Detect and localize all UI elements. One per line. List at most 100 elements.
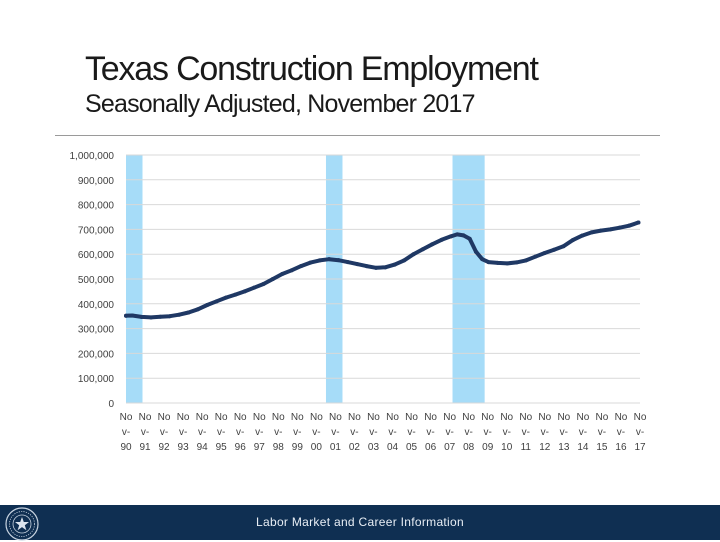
y-tick-label: 800,000 (78, 201, 115, 212)
data-point (461, 233, 466, 238)
data-point (261, 281, 266, 286)
data-point (580, 233, 585, 238)
data-point (177, 312, 182, 317)
data-point (473, 249, 478, 254)
data-point (345, 260, 350, 265)
series-layer (124, 220, 641, 320)
data-point (233, 292, 238, 297)
data-point (455, 232, 460, 237)
data-point (148, 315, 153, 320)
data-point (392, 262, 397, 267)
x-tick-label: No v-05 (405, 412, 418, 453)
data-point (608, 227, 613, 232)
x-tick-label: No v-09 (481, 412, 494, 453)
x-tick-label: No v-96 (234, 412, 247, 453)
data-point (252, 285, 257, 290)
data-point (514, 260, 519, 265)
data-point (214, 299, 219, 304)
y-axis: 0 100,000 200,000 300,000 400,000 500,000 600,… (70, 151, 115, 410)
x-tick-label: No v-06 (424, 412, 437, 453)
footer-text: Labor Market and Career Information (256, 515, 464, 529)
gridlines (126, 154, 640, 404)
x-tick-label: No v-90 (120, 412, 133, 453)
data-point (533, 254, 538, 259)
series-line (124, 220, 641, 320)
chart-subtitle: Seasonally Adjusted, November 2017 (85, 90, 476, 118)
x-tick-label: No v-15 (596, 412, 609, 453)
data-point (561, 244, 566, 249)
y-tick-label: 100,000 (78, 374, 115, 385)
data-point (308, 260, 313, 265)
data-point (430, 242, 435, 247)
chart-title: Texas Construction Employment (85, 50, 539, 88)
y-tick-label: 500,000 (78, 275, 115, 286)
x-tick-label: No v-01 (329, 412, 342, 453)
y-tick-label: 900,000 (78, 176, 115, 187)
data-point (270, 277, 275, 281)
x-axis: No v-90 No v-91 No v-92 No v-93 No v-94 No v-95 No v-… (120, 412, 647, 453)
data-point (411, 252, 416, 257)
footer-bar: Labor Market and Career Information (0, 505, 720, 541)
x-tick-label: No v-98 (272, 412, 285, 453)
title-divider (55, 135, 660, 136)
data-point (420, 247, 425, 252)
data-point (505, 261, 510, 266)
x-tick-label: No v-14 (576, 412, 589, 453)
data-point (139, 314, 144, 319)
data-point (523, 258, 528, 263)
x-tick-label: No v-12 (538, 412, 551, 453)
data-point (589, 230, 594, 235)
data-point (158, 314, 163, 319)
data-point (439, 237, 444, 242)
x-tick-label: No v-03 (367, 412, 380, 453)
x-tick-label: No v-08 (462, 412, 475, 453)
data-point (317, 258, 322, 263)
y-tick-label: 600,000 (78, 250, 115, 261)
data-point (327, 257, 332, 262)
x-tick-label: No v-04 (386, 412, 399, 453)
x-tick-label: No v-00 (310, 412, 323, 453)
data-point (402, 258, 407, 263)
x-tick-label: No v-92 (158, 412, 171, 453)
data-point (480, 257, 485, 262)
line-chart: 0 100,000 200,000 300,000 400,000 500,000 600,… (70, 151, 647, 453)
x-tick-label: No v-94 (196, 412, 209, 453)
x-tick-label: No v-97 (253, 412, 266, 453)
x-tick-label: No v-02 (348, 412, 361, 453)
data-point (280, 272, 285, 277)
y-tick-label: 400,000 (78, 300, 115, 311)
data-point (467, 236, 472, 241)
data-point (130, 313, 135, 318)
y-tick-label: 700,000 (78, 225, 115, 236)
data-point (124, 313, 128, 318)
data-point (205, 303, 210, 308)
data-point (223, 295, 228, 300)
x-tick-label: No v-99 (291, 412, 304, 453)
data-point (242, 289, 247, 294)
data-point (364, 264, 369, 269)
data-point (289, 268, 294, 273)
x-tick-label: No v-13 (557, 412, 570, 453)
y-tick-label: 300,000 (78, 325, 115, 336)
data-point (448, 234, 453, 239)
data-point (617, 225, 622, 230)
data-point (298, 264, 303, 269)
data-point (355, 262, 360, 267)
x-tick-label: No v-17 (634, 412, 647, 453)
data-point (495, 260, 500, 265)
data-point (195, 307, 200, 312)
x-tick-label: No v-93 (177, 412, 190, 453)
y-tick-label: 200,000 (78, 349, 115, 360)
data-point (542, 250, 547, 255)
data-point (167, 314, 172, 319)
data-point (336, 258, 341, 263)
x-tick-label: No v-10 (500, 412, 513, 453)
x-tick-label: No v-91 (139, 412, 152, 453)
x-tick-label: No v-95 (215, 412, 228, 453)
data-point (627, 223, 632, 228)
data-point (570, 238, 575, 243)
data-point (552, 247, 557, 252)
data-point (486, 260, 491, 265)
data-point (636, 220, 641, 225)
data-point (373, 265, 378, 270)
